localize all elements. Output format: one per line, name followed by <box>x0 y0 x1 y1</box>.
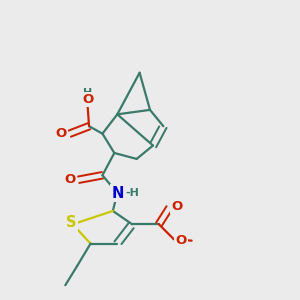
Text: O: O <box>82 93 93 106</box>
Text: S: S <box>66 215 76 230</box>
Text: N: N <box>112 186 124 201</box>
Text: -H: -H <box>125 188 139 197</box>
Text: O: O <box>55 127 67 140</box>
Text: O: O <box>176 234 187 247</box>
Text: H: H <box>83 88 92 98</box>
Text: O: O <box>64 173 75 186</box>
Text: O: O <box>171 200 182 213</box>
